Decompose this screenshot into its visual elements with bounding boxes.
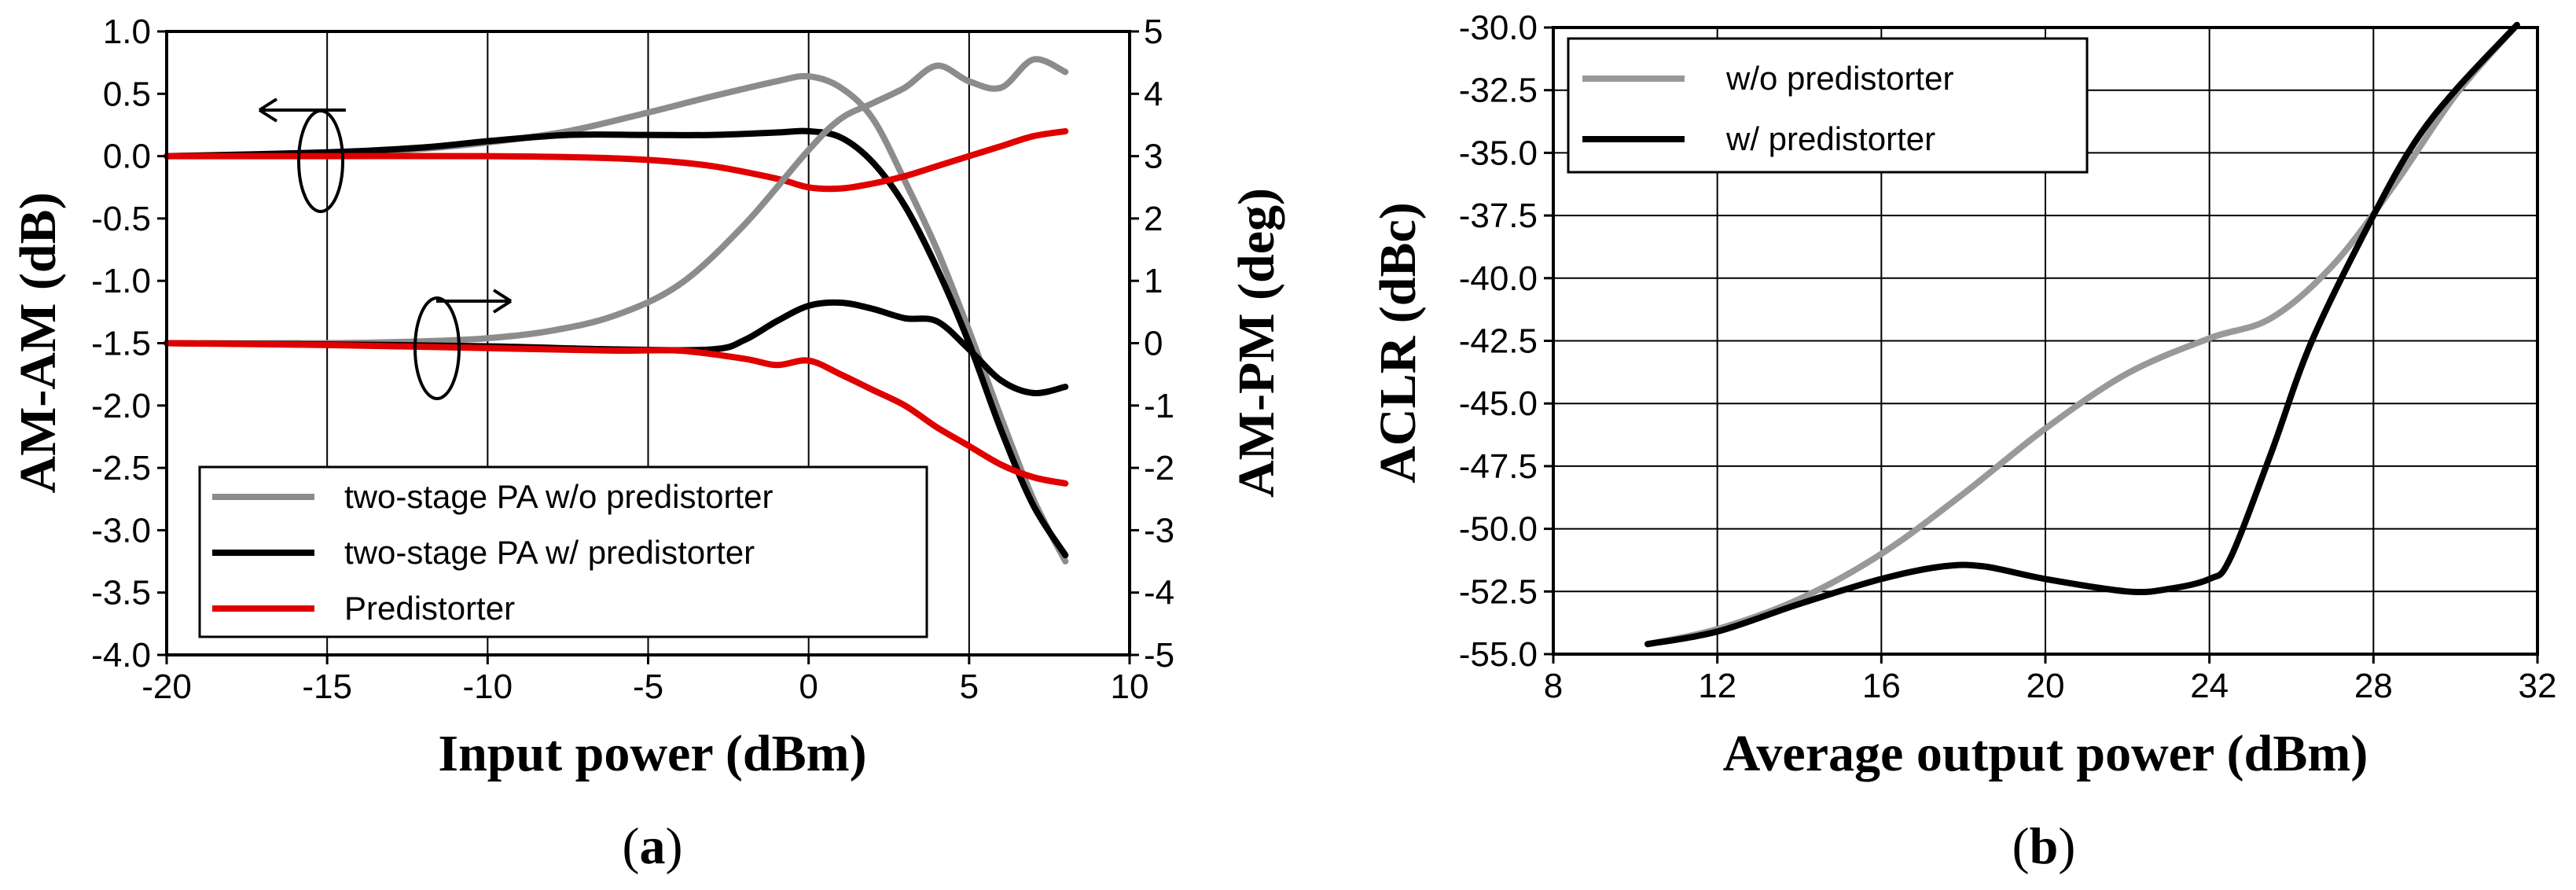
y-right-tick-label: -5 bbox=[1144, 636, 1174, 675]
y-left-tick-label: -1.0 bbox=[91, 262, 151, 300]
right-axis-arrow-annotation bbox=[413, 289, 513, 400]
legend-label-w-predistorter: two-stage PA w/ predistorter bbox=[344, 534, 755, 571]
chart-b-caption: (b) bbox=[2012, 818, 2076, 875]
x-tick-label: 16 bbox=[1862, 667, 1901, 705]
y-tick-label: -55.0 bbox=[1459, 635, 1538, 674]
series-line-w-o-predistorter bbox=[1644, 21, 2520, 648]
chart-b-legend-box bbox=[1567, 37, 2089, 174]
y-tick-label: -47.5 bbox=[1459, 447, 1538, 486]
chart-a-y-right-tick-labels: 5 4 3 2 1 0 -1 -2 -3 -4 -5 bbox=[1144, 13, 1174, 675]
chart-b-ylabel: ACLR (dBc) bbox=[1369, 202, 1427, 484]
y-tick-label: -50.0 bbox=[1459, 510, 1538, 549]
x-tick-label: 10 bbox=[1111, 668, 1149, 706]
chart-a-legend-box bbox=[198, 465, 928, 638]
legend-label-b-w-predistorter: w/ predistorter bbox=[1725, 120, 1935, 157]
chart-b-x-tick-labels: 8 12 16 20 24 28 32 bbox=[1544, 667, 2557, 705]
y-tick-label: -52.5 bbox=[1459, 572, 1538, 611]
series-line-predistorter-am-am bbox=[164, 127, 1069, 193]
x-tick-label: 5 bbox=[960, 668, 979, 706]
y-tick-label: -42.5 bbox=[1459, 322, 1538, 361]
chart-a-x-tick-labels: -20 -15 -10 -5 0 5 10 bbox=[141, 668, 1148, 706]
y-left-tick-label: 1.0 bbox=[103, 13, 151, 51]
y-right-tick-label: 2 bbox=[1144, 200, 1163, 238]
y-tick-label: -45.0 bbox=[1459, 384, 1538, 423]
y-tick-label: -32.5 bbox=[1459, 72, 1538, 110]
legend-label-wo-predistorter: two-stage PA w/o predistorter bbox=[344, 478, 773, 515]
y-right-tick-label: -3 bbox=[1144, 511, 1174, 550]
y-left-tick-label: -0.5 bbox=[91, 200, 151, 238]
y-right-tick-label: -4 bbox=[1144, 574, 1174, 612]
chart-b: 8 12 16 20 24 28 32 -30.0-32.5-35.0-37.5-40.0-… bbox=[1369, 9, 2556, 875]
left-axis-arrow-annotation bbox=[258, 97, 346, 213]
chart-a-ticks bbox=[157, 30, 1139, 664]
y-left-tick-label: -2.0 bbox=[91, 387, 151, 425]
chart-a-caption: (a) bbox=[623, 818, 683, 875]
chart-a-xlabel: Input power (dBm) bbox=[438, 725, 866, 782]
y-left-tick-label: -4.0 bbox=[91, 636, 151, 675]
y-right-tick-label: 0 bbox=[1144, 325, 1163, 363]
x-tick-label: -20 bbox=[141, 668, 192, 706]
y-right-tick-label: -1 bbox=[1144, 387, 1174, 425]
x-tick-label: -15 bbox=[302, 668, 352, 706]
chart-b-ticks bbox=[1544, 26, 2539, 664]
y-right-tick-label: 5 bbox=[1144, 13, 1163, 51]
y-tick-label: -37.5 bbox=[1459, 197, 1538, 235]
x-tick-label: 24 bbox=[2190, 667, 2229, 705]
x-tick-label: -5 bbox=[633, 668, 663, 706]
y-left-tick-label: -3.0 bbox=[91, 511, 151, 550]
x-tick-label: 12 bbox=[1698, 667, 1736, 705]
series-line-two-stage-pa-w-predistorter-am-am bbox=[164, 127, 1069, 559]
series-line-predistorter-am-pm bbox=[164, 340, 1069, 487]
x-tick-label: 28 bbox=[2354, 667, 2393, 705]
y-right-tick-label: 3 bbox=[1144, 138, 1163, 176]
chart-a-legend: two-stage PA w/o predistorter two-stage … bbox=[198, 465, 928, 638]
chart-a: -20 -15 -10 -5 0 5 10 1.00.50.0-0.5-1.0-1.5-2.… bbox=[9, 13, 1285, 875]
chart-a-y-left-tick-labels: 1.0 0.5 0.0 -0.5 -1.0 -1.5 -2.0 -2.5 -3.0 -3.5 -4.… bbox=[91, 13, 151, 675]
chart-a-ylabel-left: AM-AM (dB) bbox=[9, 192, 67, 493]
legend-label-b-wo-predistorter: w/o predistorter bbox=[1725, 60, 1953, 97]
chart-b-y-tick-labels: -30.0 -32.5 -35.0 -37.5 -40.0 -42.5 -45.0 -47.5… bbox=[1459, 9, 1538, 674]
x-tick-label: 8 bbox=[1544, 667, 1563, 705]
x-tick-label: 32 bbox=[2519, 667, 2557, 705]
y-tick-label: -40.0 bbox=[1459, 259, 1538, 298]
chart-a-series bbox=[164, 56, 1069, 565]
legend-label-predistorter: Predistorter bbox=[344, 590, 515, 627]
y-left-tick-label: -3.5 bbox=[91, 574, 151, 612]
y-tick-label: -35.0 bbox=[1459, 134, 1538, 172]
chart-b-xlabel: Average output power (dBm) bbox=[1723, 725, 2368, 782]
chart-b-series bbox=[1644, 21, 2520, 648]
y-left-tick-label: 0.5 bbox=[103, 75, 151, 113]
y-left-tick-label: -2.5 bbox=[91, 449, 151, 487]
x-tick-label: 20 bbox=[2027, 667, 2065, 705]
x-tick-label: 0 bbox=[799, 668, 818, 706]
chart-a-ylabel-right: AM-PM (deg) bbox=[1228, 188, 1285, 498]
y-left-tick-label: -1.5 bbox=[91, 325, 151, 363]
y-left-tick-label: 0.0 bbox=[103, 138, 151, 176]
y-right-tick-label: 1 bbox=[1144, 262, 1163, 300]
series-line-w-predistorter bbox=[1644, 21, 2520, 648]
series-line-two-stage-pa-w-o-predistorter-am-pm bbox=[164, 56, 1069, 347]
chart-b-legend: w/o predistorter w/ predistorter bbox=[1567, 37, 2089, 174]
x-tick-label: -10 bbox=[463, 668, 513, 706]
y-right-tick-label: -2 bbox=[1144, 449, 1174, 487]
y-tick-label: -30.0 bbox=[1459, 9, 1538, 47]
y-right-tick-label: 4 bbox=[1144, 75, 1163, 113]
